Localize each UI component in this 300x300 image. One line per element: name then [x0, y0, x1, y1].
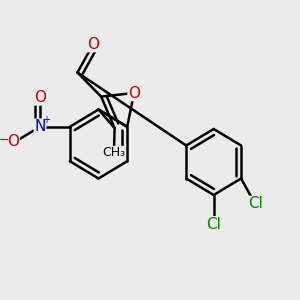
Text: O: O [34, 90, 46, 105]
Text: N: N [34, 119, 46, 134]
Text: O: O [87, 37, 99, 52]
Text: O: O [128, 85, 140, 100]
Text: Cl: Cl [206, 217, 221, 232]
Text: O: O [8, 134, 20, 149]
Text: −: − [0, 134, 9, 147]
Text: +: + [42, 115, 50, 125]
Text: Cl: Cl [248, 196, 262, 211]
Text: CH₃: CH₃ [102, 146, 125, 159]
